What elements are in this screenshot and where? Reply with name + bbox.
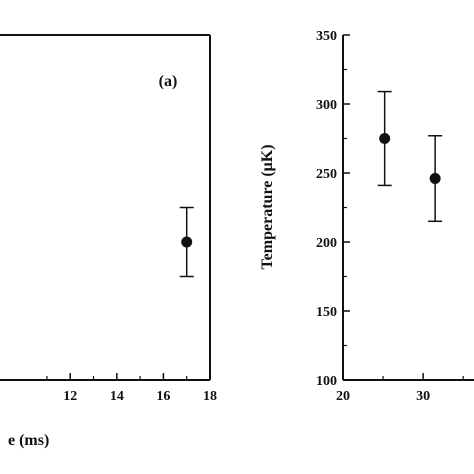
panel-a-x-tick-label: 18 [203, 389, 217, 404]
panel-a-data-point [181, 236, 193, 248]
panel-b-y-tick-label: 100 [316, 374, 337, 389]
panel-b-x-ticks: 20 30 [336, 373, 464, 404]
panel-a-x-tick-label: 16 [156, 389, 170, 404]
panel-a-data-marks [179, 206, 194, 278]
panel-b-data-marks [377, 90, 443, 223]
panel-b-y-tick-label: 350 [316, 29, 337, 44]
panel-b-y-tick-label: 150 [316, 305, 337, 320]
panel-b-y-tick-label: 200 [316, 236, 337, 251]
panel-b-x-tick-label: 20 [336, 389, 350, 404]
panel-a-x-tick-label: 12 [63, 389, 77, 404]
panel-b-data-point [429, 173, 441, 185]
panel-b-y-tick-label: 300 [316, 98, 337, 113]
panel-a-x-ticks: 12 14 16 18 [46, 373, 217, 404]
panel-b-x-tick-label: 30 [416, 389, 430, 404]
panel-a: (a) e (ms) 12 14 16 18 [0, 34, 217, 449]
panel-b-y-axis-title: Temperature (μK) [259, 144, 276, 269]
panel-b-y-ticks: 100 150 200 250 300 350 [316, 29, 350, 389]
panel-a-x-tick-label: 14 [110, 389, 124, 404]
panel-a-x-axis-title: e (ms) [8, 432, 49, 449]
panel-b-y-tick-label: 250 [316, 167, 337, 182]
panel-a-label: (a) [159, 73, 178, 90]
panel-b-data-point [379, 133, 391, 144]
